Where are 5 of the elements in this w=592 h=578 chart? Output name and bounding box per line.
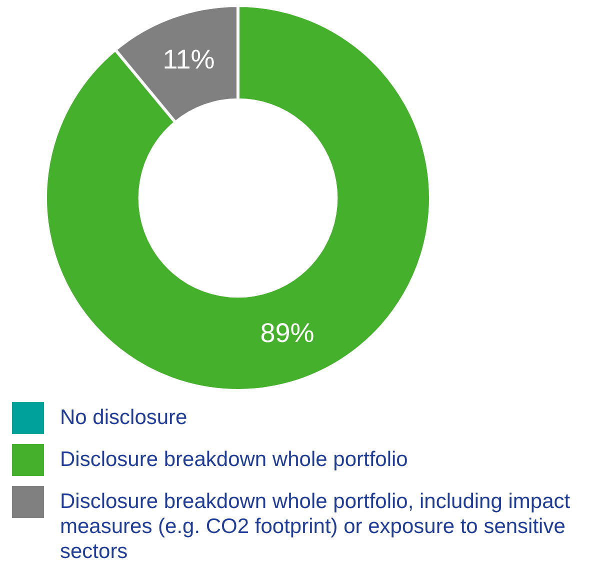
legend-label: Disclosure breakdown whole portfolio, including impact measures (e.g. CO2 footprint) or exposure to sensitive sectors bbox=[60, 489, 572, 564]
data-label: 89% bbox=[260, 318, 314, 348]
legend-label: Disclosure breakdown whole portfolio bbox=[60, 447, 408, 472]
legend-label: No disclosure bbox=[60, 405, 188, 430]
data-label: 11% bbox=[162, 44, 215, 75]
